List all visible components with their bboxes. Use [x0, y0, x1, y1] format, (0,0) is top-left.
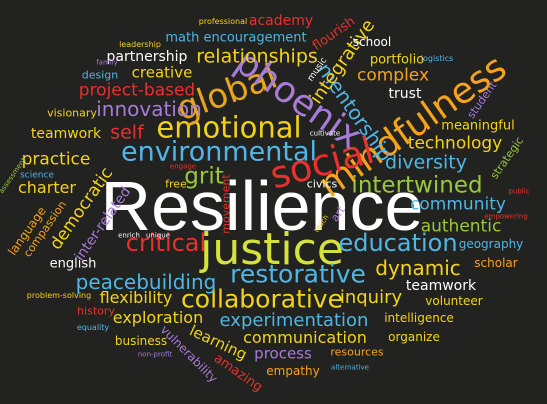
word-resilience: Resilience: [100, 167, 424, 245]
word-english: english: [49, 256, 97, 272]
word-practice: practice: [21, 149, 91, 170]
word-technology: technology: [407, 133, 503, 154]
word-authentic: authentic: [420, 216, 502, 237]
word-intertwined: intertwined: [351, 172, 483, 199]
word-restorative: restorative: [230, 259, 366, 289]
word-empowering: empowering: [484, 212, 528, 221]
word-meaningful: meaningful: [441, 118, 515, 134]
word-business: business: [114, 334, 168, 348]
word-math-encouragement: math encouragement: [165, 30, 307, 46]
word-geography: geography: [458, 237, 524, 251]
word-creative: creative: [131, 63, 193, 82]
word-engage: engage: [169, 162, 197, 171]
word-design: design: [81, 68, 119, 82]
word-charter: charter: [17, 178, 77, 197]
word-innovation: innovation: [96, 97, 202, 121]
word-alternative: alternative: [331, 363, 369, 372]
word-public: public: [508, 187, 530, 196]
word-empathy: empathy: [266, 364, 320, 378]
word-intelligence: intelligence: [384, 311, 454, 325]
word-communication: communication: [243, 328, 367, 347]
word-complex: complex: [356, 65, 430, 86]
word-relationships: relationships: [196, 45, 318, 68]
word-problem-solving: problem-solving: [26, 291, 92, 300]
word-non-profit: non-profit: [137, 350, 173, 359]
word-free: free: [165, 177, 187, 191]
word-flexibility: flexibility: [99, 288, 173, 307]
word-school: school: [352, 35, 392, 49]
word-academy: academy: [248, 13, 314, 29]
word-partnership: partnership: [106, 49, 188, 65]
word-community: community: [410, 194, 506, 215]
word-logistics: logistics: [420, 54, 454, 63]
word-self: self: [110, 121, 144, 144]
word-project-based: project-based: [78, 80, 196, 101]
word-critical: critical: [125, 229, 207, 257]
word-volunteer: volunteer: [425, 294, 483, 308]
word-education: education: [338, 229, 458, 257]
word-dynamic: dynamic: [375, 256, 461, 280]
word-emotional: emotional: [156, 110, 302, 145]
word-teamwork-left: teamwork: [30, 126, 102, 142]
word-professional: professional: [198, 17, 248, 26]
word-visionary: visionary: [47, 106, 97, 120]
word-exploration: exploration: [112, 308, 204, 327]
word-diversity: diversity: [385, 151, 467, 174]
word-civics: civics: [306, 177, 338, 191]
word-resources: resources: [330, 345, 384, 359]
word-portfolio: portfolio: [369, 52, 425, 68]
word-teamwork-right: teamwork: [405, 278, 477, 294]
word-family: family: [96, 58, 118, 67]
word-equality: equality: [76, 323, 110, 332]
word-leadership: leadership: [119, 40, 161, 49]
word-trust: trust: [388, 86, 422, 102]
word-scholar: scholar: [474, 256, 518, 270]
word-grit: grit: [184, 163, 224, 190]
word-environmental: environmental: [120, 136, 318, 168]
word-collaborative: collaborative: [181, 284, 343, 314]
word-unique: unique: [145, 231, 171, 240]
word-peacebuilding: peacebuilding: [75, 270, 217, 294]
word-inquiry: inquiry: [339, 287, 403, 308]
word-movement: movement: [219, 174, 233, 234]
word-enrich: enrich: [118, 231, 140, 240]
word-science: science: [20, 170, 54, 181]
word-experimentation: experimentation: [219, 310, 369, 331]
word-history: history: [77, 304, 115, 318]
word-cultivate: cultivate: [309, 129, 341, 138]
word-justice: justice: [200, 224, 344, 275]
word-organize: organize: [388, 330, 440, 344]
word-process: process: [254, 344, 312, 363]
